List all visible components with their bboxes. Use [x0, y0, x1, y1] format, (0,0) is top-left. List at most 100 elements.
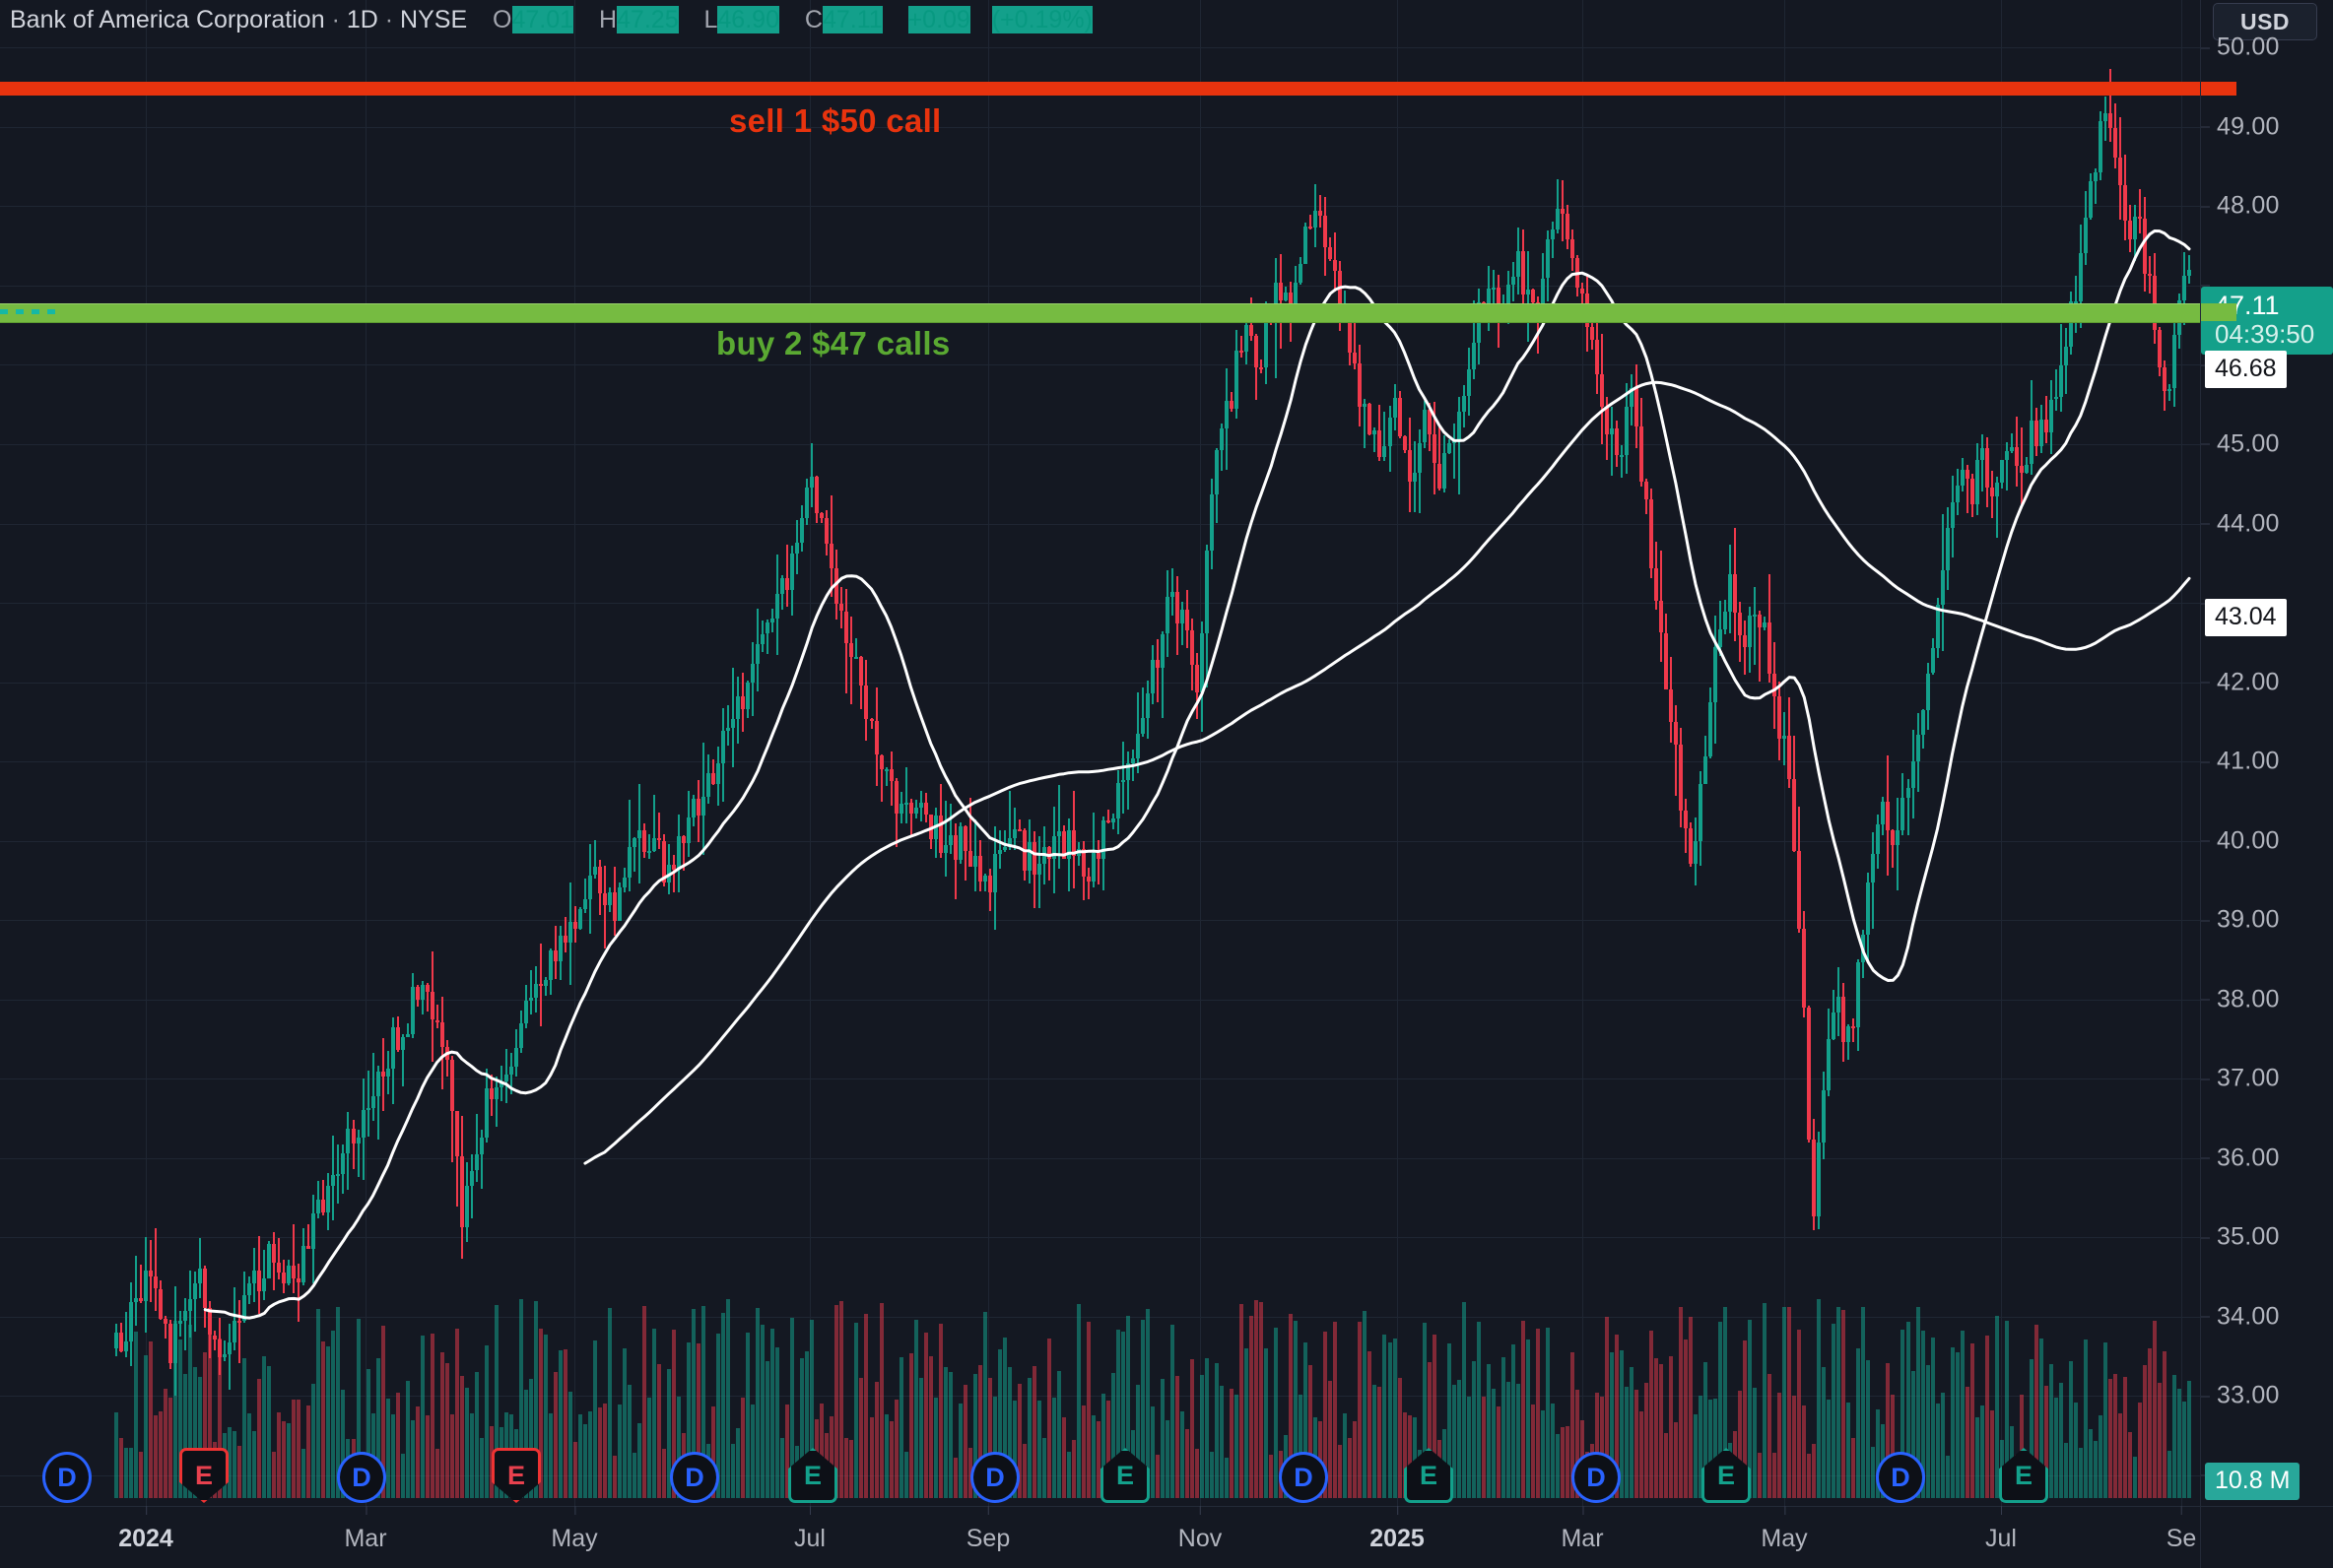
dividend-marker[interactable]: D	[670, 1452, 719, 1503]
price-axis[interactable]: USD 50.0049.0048.0047.0046.0045.0044.004…	[2200, 0, 2333, 1507]
candle-wick	[1492, 270, 1495, 309]
volume-bar	[292, 1399, 297, 1498]
sell-call-label[interactable]: sell 1 $50 call	[729, 102, 942, 139]
candle-wick	[1556, 179, 1559, 233]
candle-body	[1007, 837, 1012, 847]
volume-bar	[1851, 1437, 1856, 1498]
dividend-marker[interactable]: D	[1571, 1452, 1621, 1503]
candle-wick	[293, 1224, 296, 1293]
time-tick: Se	[2166, 1506, 2196, 1553]
volume-bar	[1565, 1425, 1569, 1498]
volume-bar	[1486, 1363, 1491, 1498]
volume-bar	[1960, 1330, 1965, 1498]
currency-badge[interactable]: USD	[2213, 3, 2317, 40]
dividend-marker[interactable]: D	[1279, 1452, 1328, 1503]
volume-bar	[1071, 1439, 1076, 1498]
dividend-marker[interactable]: D	[337, 1452, 386, 1503]
volume-bar	[587, 1410, 592, 1498]
volume-bar	[1230, 1389, 1234, 1498]
volume-bar	[667, 1369, 672, 1498]
candle-body	[1674, 722, 1678, 746]
volume-bar	[701, 1305, 706, 1498]
candle-body	[1180, 609, 1185, 623]
candle-wick	[1852, 1018, 1855, 1043]
buy-calls-label[interactable]: buy 2 $47 calls	[716, 325, 951, 361]
candle-wick	[214, 1330, 217, 1351]
candle-body	[2063, 346, 2068, 366]
volume-bar	[652, 1328, 656, 1498]
candle-body	[1318, 211, 1323, 216]
earnings-marker[interactable]: E	[1701, 1448, 1751, 1503]
candle-body	[1046, 846, 1051, 859]
volume-bar	[923, 1332, 928, 1498]
chart-legend[interactable]: Bank of America Corporation · 1D · NYSE …	[10, 5, 1093, 34]
candle-body	[1718, 629, 1723, 647]
volume-bar	[1115, 1330, 1120, 1498]
ma-fast-value-badge[interactable]: 46.68	[2205, 351, 2287, 388]
volume-bar	[1086, 1321, 1091, 1498]
candle-body	[326, 1186, 331, 1212]
volume-bar	[1925, 1364, 1930, 1498]
volume-bar	[543, 1334, 548, 1498]
earnings-marker[interactable]: E	[1100, 1448, 1150, 1503]
earnings-marker[interactable]: E	[492, 1448, 541, 1503]
volume-bar	[790, 1317, 795, 1498]
candle-body	[2112, 128, 2117, 158]
candle-body	[2152, 275, 2157, 331]
volume-bar	[1979, 1405, 1984, 1498]
ma-slow-value-badge[interactable]: 43.04	[2205, 599, 2287, 636]
dividend-marker[interactable]: D	[42, 1452, 92, 1503]
sell-call-line[interactable]	[0, 82, 2201, 96]
volume-bar	[1644, 1383, 1648, 1498]
volume-bar	[967, 1447, 972, 1498]
volume-bar	[1836, 1307, 1841, 1498]
buy-calls-line-handle[interactable]	[0, 309, 59, 314]
candle-body	[1594, 339, 1599, 375]
candle-body	[1234, 350, 1239, 409]
volume-value-badge[interactable]: 10.8 M	[2205, 1463, 2300, 1500]
candle-body	[820, 512, 825, 519]
candle-body	[454, 1111, 459, 1157]
buy-calls-line[interactable]	[0, 303, 2201, 323]
time-axis[interactable]: 2024 Mar May Jul Sep Nov 2025 Mar May Jul Se	[0, 1506, 2201, 1568]
volume-bar	[2172, 1374, 2176, 1498]
earnings-marker[interactable]: E	[179, 1448, 229, 1503]
symbol-name[interactable]: Bank of America Corporation	[10, 6, 325, 33]
volume-bar	[854, 1322, 859, 1498]
volume-bar	[1758, 1452, 1763, 1498]
candle-wick	[583, 879, 586, 914]
candle-body	[1915, 734, 1920, 761]
volume-bar	[1718, 1321, 1723, 1498]
volume-bar	[1984, 1335, 1989, 1498]
price-tick: 38.00	[2201, 985, 2280, 1013]
volume-bar	[183, 1374, 188, 1498]
candle-wick	[229, 1324, 232, 1390]
price-pane[interactable]: sell 1 $50 call buy 2 $47 calls D E D E D E D E…	[0, 0, 2201, 1507]
price-tick: 44.00	[2201, 509, 2280, 538]
interval-label[interactable]: 1D	[346, 6, 378, 33]
volume-bar	[1027, 1377, 1032, 1498]
candle-body	[1313, 211, 1318, 229]
volume-bar	[375, 1357, 380, 1498]
earnings-marker[interactable]: E	[1999, 1448, 2048, 1503]
candle-body	[1589, 327, 1594, 340]
candle-wick	[322, 1180, 325, 1215]
candle-body	[405, 1033, 410, 1037]
volume-bar	[899, 1356, 903, 1498]
dividend-marker[interactable]: D	[1876, 1452, 1925, 1503]
price-tick: 47.00	[2201, 271, 2280, 299]
earnings-marker[interactable]: E	[1404, 1448, 1453, 1503]
dividend-marker[interactable]: D	[970, 1452, 1020, 1503]
candle-body	[1846, 1026, 1851, 1043]
earnings-marker[interactable]: E	[788, 1448, 837, 1503]
volume-bar	[1510, 1344, 1515, 1498]
candle-body	[1091, 853, 1096, 882]
volume-bar	[558, 1349, 563, 1498]
candle-body	[1279, 283, 1284, 301]
candle-body	[242, 1294, 247, 1321]
candle-wick	[2108, 68, 2111, 142]
candle-body	[563, 935, 567, 943]
candle-body	[1120, 779, 1125, 783]
candle-body	[311, 1213, 316, 1250]
